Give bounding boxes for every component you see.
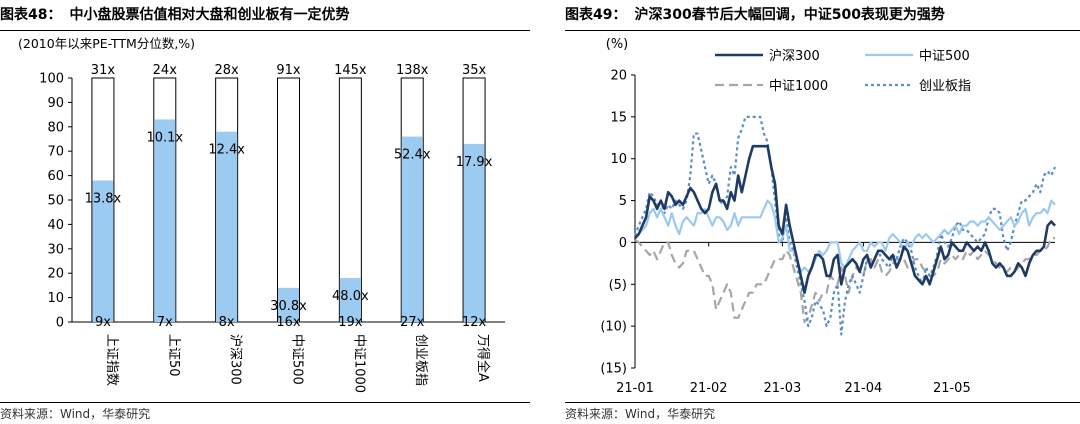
right-unit-label: (%) xyxy=(606,37,629,52)
bar-min-label: 7x xyxy=(157,315,173,330)
right-x-tick-label: 21-05 xyxy=(933,381,971,396)
left-y-tick-label: 40 xyxy=(47,218,64,233)
bar-current-label: 17.9x xyxy=(456,155,493,170)
bar-max-label: 28x xyxy=(215,63,240,78)
left-y-tick-label: 10 xyxy=(47,291,64,306)
right-source-rule xyxy=(565,402,1080,403)
left-chart-panel: 图表48： 中小盘股票估值相对大盘和创业板有一定优势 (2010年以来PE-TTM… xyxy=(0,0,530,424)
right-y-tick-label: (10) xyxy=(600,320,627,335)
bar-current-label: 10.1x xyxy=(146,130,183,145)
legend-label: 中证1000 xyxy=(769,79,828,94)
left-y-tick-label: 0 xyxy=(56,316,64,331)
legend-label: 沪深300 xyxy=(769,48,820,64)
right-y-tick-label: (5) xyxy=(609,278,627,293)
series-line-1 xyxy=(634,144,1056,294)
bar-current-label: 48.0x xyxy=(332,289,369,304)
bar-category-label: 上证指数 xyxy=(104,334,119,386)
bar-max-label: 138x xyxy=(396,63,429,78)
left-y-tick-label: 60 xyxy=(47,169,64,184)
bar-percentile-fill xyxy=(339,278,361,322)
bar-range-outline xyxy=(277,77,300,323)
bar-percentile-fill xyxy=(401,136,423,322)
bar-category-label: 万得全A xyxy=(475,334,491,382)
left-y-tick-label: 80 xyxy=(47,120,64,135)
bar-max-label: 145x xyxy=(334,63,367,78)
left-chart-title: 图表48： 中小盘股票估值相对大盘和创业板有一定优势 xyxy=(0,2,530,28)
bar-percentile-fill xyxy=(216,131,238,322)
bar-current-label: 30.8x xyxy=(270,299,307,314)
bar-max-label: 35x xyxy=(462,63,487,78)
left-y-tick-label: 70 xyxy=(47,145,64,160)
left-title-text: 中小盘股票估值相对大盘和创业板有一定优势 xyxy=(69,7,350,23)
bar-percentile-fill xyxy=(154,119,176,322)
bar-current-label: 52.4x xyxy=(394,148,431,163)
left-y-tick-label: 30 xyxy=(47,242,64,257)
right-x-tick-label: 21-04 xyxy=(845,381,883,396)
left-figure-label: 图表48： xyxy=(0,7,62,23)
right-x-tick-label: 21-03 xyxy=(763,381,801,396)
bar-max-label: 24x xyxy=(153,63,178,78)
left-y-tick-label: 90 xyxy=(47,96,64,111)
left-y-tick-label: 20 xyxy=(47,267,64,282)
right-x-tick-label: 21-02 xyxy=(690,381,728,396)
bar-min-label: 16x xyxy=(276,315,301,330)
bar-max-label: 91x xyxy=(276,63,301,78)
series-line-4 xyxy=(633,115,1057,336)
legend-label: 中证500 xyxy=(919,49,970,64)
right-chart-panel: 图表49： 沪深300春节后大幅回调，中证500表现更为强势 (%) 20 15 10 5… xyxy=(565,0,1080,424)
right-y-tick-label: 5 xyxy=(619,194,627,209)
right-y-tick-label: 0 xyxy=(619,236,627,251)
left-chart-subtitle: (2010年以来PE-TTM分位数,%) xyxy=(18,36,196,51)
bar-category-label: 创业板指 xyxy=(413,334,428,386)
left-y-tick-label: 50 xyxy=(47,194,64,209)
bar-min-label: 19x xyxy=(338,315,363,330)
left-bar-chart: 0 10 20 30 40 50 60 70 80 90 100 31x 13.8x 9x 上证指数 24x 1… xyxy=(39,63,505,393)
bar-category-label: 上证50 xyxy=(166,334,181,377)
right-line-chart: (%) 20 15 10 5 0 (5) (10) (15) 21-01 21-02 21-03 21-… xyxy=(600,37,1057,396)
bar-max-label: 31x xyxy=(91,63,116,78)
right-title-rule xyxy=(565,30,1080,31)
bar-category-label: 沪深300 xyxy=(228,334,244,385)
bar-current-label: 12.4x xyxy=(208,143,245,158)
left-title-rule xyxy=(0,30,530,31)
bar-min-label: 12x xyxy=(462,315,487,330)
right-figure-label: 图表49： xyxy=(565,7,627,23)
right-x-tick-label: 21-01 xyxy=(616,381,654,396)
right-chart-title: 图表49： 沪深300春节后大幅回调，中证500表现更为强势 xyxy=(565,2,1080,28)
right-y-tick-label: 20 xyxy=(610,69,627,84)
left-source-rule xyxy=(0,402,530,403)
right-y-tick-label: (15) xyxy=(600,362,627,377)
bar-min-label: 9x xyxy=(95,315,111,330)
bar-category-label: 中证1000 xyxy=(351,334,366,393)
bar-percentile-fill xyxy=(278,287,299,322)
right-y-tick-label: 15 xyxy=(610,110,627,125)
bar-category-label: 中证500 xyxy=(290,334,305,385)
legend-label: 创业板指 xyxy=(919,79,971,94)
bar-percentile-fill xyxy=(92,180,114,322)
right-y-tick-label: 10 xyxy=(610,152,627,167)
bar-min-label: 8x xyxy=(219,315,235,330)
right-source-note: 资料来源：Wind，华泰研究 xyxy=(565,407,716,421)
left-y-tick-label: 100 xyxy=(39,72,64,87)
right-title-text: 沪深300春节后大幅回调，中证500表现更为强势 xyxy=(634,7,945,23)
bar-min-label: 27x xyxy=(400,315,425,330)
bar-current-label: 13.8x xyxy=(85,191,122,206)
left-source-note: 资料来源：Wind，华泰研究 xyxy=(0,407,151,421)
bar-percentile-fill xyxy=(463,143,485,322)
